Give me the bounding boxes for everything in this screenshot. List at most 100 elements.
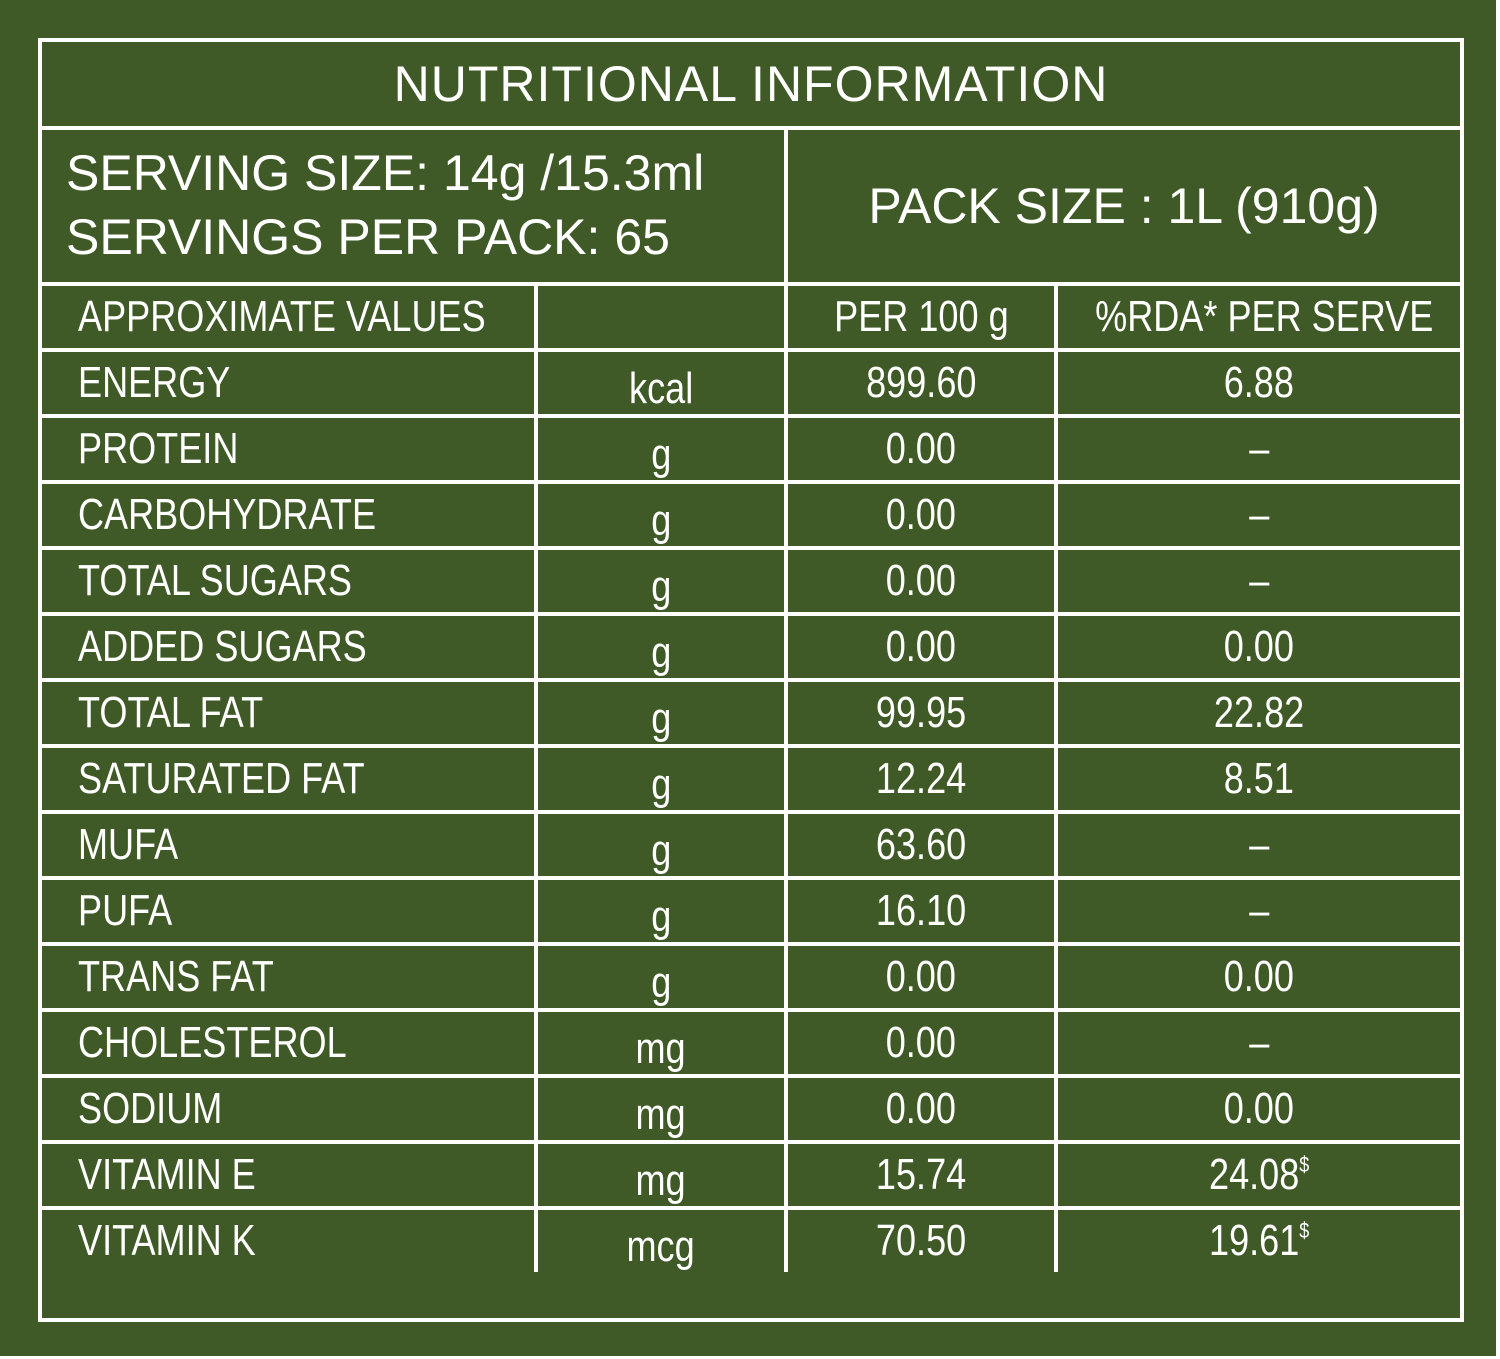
- per-100g-value-cell: 70.50: [784, 1206, 1058, 1272]
- rda-value: 6.88: [1223, 358, 1295, 407]
- footnote-mark: $: [1299, 1152, 1310, 1177]
- nutrient-name: VITAMIN E: [78, 1150, 256, 1199]
- serving-info: SERVING SIZE: 14g /15.3ml SERVINGS PER P…: [42, 130, 788, 286]
- nutrition-table-frame: NUTRITIONAL INFORMATION SERVING SIZE: 14…: [38, 38, 1464, 1322]
- nutrient-name-cell: ADDED SUGARS: [42, 612, 538, 682]
- per-100g-value: 63.60: [875, 820, 967, 869]
- nutrient-unit: g: [650, 562, 672, 611]
- servings-per-pack-line: SERVINGS PER PACK: 65: [66, 209, 670, 265]
- nutrient-name-cell: PUFA: [42, 876, 538, 946]
- nutrient-unit: g: [650, 628, 672, 677]
- nutrient-name-cell: MUFA: [42, 810, 538, 880]
- rda-value: –: [1248, 556, 1270, 605]
- rda-value-cell: 19.61$: [1054, 1206, 1460, 1272]
- per-100g-value: 16.10: [875, 886, 967, 935]
- per-100g-value-cell: 0.00: [784, 414, 1058, 484]
- rda-value: 0.00: [1223, 952, 1295, 1001]
- nutrient-name: CHOLESTEROL: [78, 1018, 347, 1067]
- nutrient-unit: mcg: [626, 1222, 696, 1271]
- rda-value-cell: 0.00: [1054, 1074, 1460, 1144]
- per-100g-value: 0.00: [885, 1084, 957, 1133]
- rda-value-wrap: 24.08$: [1209, 1150, 1309, 1200]
- table-row: MUFA g 63.60 –: [42, 810, 1460, 880]
- nutrient-name-cell: SATURATED FAT: [42, 744, 538, 814]
- nutrient-unit: g: [650, 958, 672, 1007]
- rda-value: 0.00: [1223, 1084, 1295, 1133]
- nutrient-name: VITAMIN K: [78, 1216, 256, 1265]
- nutrient-name: PROTEIN: [78, 424, 239, 473]
- rda-value-cell: 6.88: [1054, 348, 1460, 418]
- per-100g-value: 12.24: [875, 754, 967, 803]
- per-100g-value: 70.50: [875, 1216, 967, 1265]
- nutrient-name: SODIUM: [78, 1084, 223, 1133]
- table-row: VITAMIN K mcg 70.50 19.61$: [42, 1206, 1460, 1272]
- per-100g-value-cell: 16.10: [784, 876, 1058, 946]
- rda-value-wrap: 19.61$: [1209, 1216, 1309, 1266]
- per-100g-value: 15.74: [875, 1150, 967, 1199]
- rda-value: 24.08: [1208, 1150, 1300, 1199]
- table-row: SODIUM mg 0.00 0.00: [42, 1074, 1460, 1144]
- rda-value: –: [1248, 490, 1270, 539]
- rda-value-cell: 0.00: [1054, 612, 1460, 682]
- nutrient-unit-cell: mg: [534, 1008, 788, 1078]
- nutrient-unit: g: [650, 430, 672, 479]
- per-100g-value: 0.00: [885, 556, 957, 605]
- nutrient-unit-cell: g: [534, 744, 788, 814]
- rda-value-cell: –: [1054, 1008, 1460, 1078]
- per-100g-value: 0.00: [885, 490, 957, 539]
- nutrient-unit-cell: g: [534, 876, 788, 946]
- per-100g-value-cell: 0.00: [784, 1074, 1058, 1144]
- nutrient-unit-cell: mg: [534, 1074, 788, 1144]
- per-100g-value: 0.00: [885, 622, 957, 671]
- table-row: VITAMIN E mg 15.74 24.08$: [42, 1140, 1460, 1210]
- footnote-mark: $: [1299, 1218, 1310, 1243]
- per-100g-value-cell: 0.00: [784, 1008, 1058, 1078]
- nutrient-name: MUFA: [78, 820, 179, 869]
- nutrient-name: PUFA: [78, 886, 173, 935]
- nutrient-unit: g: [650, 694, 672, 743]
- nutrient-name-cell: TOTAL SUGARS: [42, 546, 538, 616]
- nutrient-table: APPROXIMATE VALUES PER 100 g %RDA* PER S…: [42, 286, 1460, 1272]
- nutrient-unit: mg: [635, 1156, 687, 1205]
- nutrient-name: TOTAL FAT: [78, 688, 264, 737]
- nutrient-name-cell: SODIUM: [42, 1074, 538, 1144]
- nutrient-unit-cell: g: [534, 414, 788, 484]
- nutrient-unit-cell: g: [534, 678, 788, 748]
- nutrient-name: ENERGY: [78, 358, 231, 407]
- rda-value: –: [1248, 424, 1270, 473]
- nutrient-name-cell: CARBOHYDRATE: [42, 480, 538, 550]
- nutrient-unit-cell: g: [534, 810, 788, 880]
- table-row: SATURATED FAT g 12.24 8.51: [42, 744, 1460, 814]
- per-100g-value-cell: 12.24: [784, 744, 1058, 814]
- nutrient-name: TRANS FAT: [78, 952, 274, 1001]
- rda-value: 22.82: [1213, 688, 1305, 737]
- per-100g-value-cell: 15.74: [784, 1140, 1058, 1210]
- per-100g-value: 0.00: [885, 424, 957, 473]
- nutrient-name-cell: TOTAL FAT: [42, 678, 538, 748]
- header-label-cell: APPROXIMATE VALUES: [42, 286, 538, 352]
- nutrient-unit-cell: g: [534, 480, 788, 550]
- header-rda: %RDA* PER SERVE: [1095, 292, 1434, 341]
- nutrient-name-cell: VITAMIN K: [42, 1206, 538, 1272]
- table-row: ADDED SUGARS g 0.00 0.00: [42, 612, 1460, 682]
- nutrient-unit: g: [650, 760, 672, 809]
- nutrient-unit-cell: g: [534, 546, 788, 616]
- rda-value-cell: –: [1054, 414, 1460, 484]
- rda-value: –: [1248, 1018, 1270, 1067]
- per-100g-value: 0.00: [885, 952, 957, 1001]
- serving-size-line: SERVING SIZE: 14g /15.3ml: [66, 145, 705, 201]
- nutrient-unit: g: [650, 826, 672, 875]
- table-row: TRANS FAT g 0.00 0.00: [42, 942, 1460, 1012]
- header-unit-cell: [534, 286, 788, 352]
- table-row: PROTEIN g 0.00 –: [42, 414, 1460, 484]
- per-100g-value-cell: 0.00: [784, 942, 1058, 1012]
- table-row: CHOLESTEROL mg 0.00 –: [42, 1008, 1460, 1078]
- table-row: TOTAL SUGARS g 0.00 –: [42, 546, 1460, 616]
- rda-value: 8.51: [1223, 754, 1295, 803]
- nutrient-name: SATURATED FAT: [78, 754, 365, 803]
- nutrient-unit-cell: g: [534, 942, 788, 1012]
- rda-value-cell: –: [1054, 546, 1460, 616]
- per-100g-value: 0.00: [885, 1018, 957, 1067]
- per-100g-value-cell: 0.00: [784, 612, 1058, 682]
